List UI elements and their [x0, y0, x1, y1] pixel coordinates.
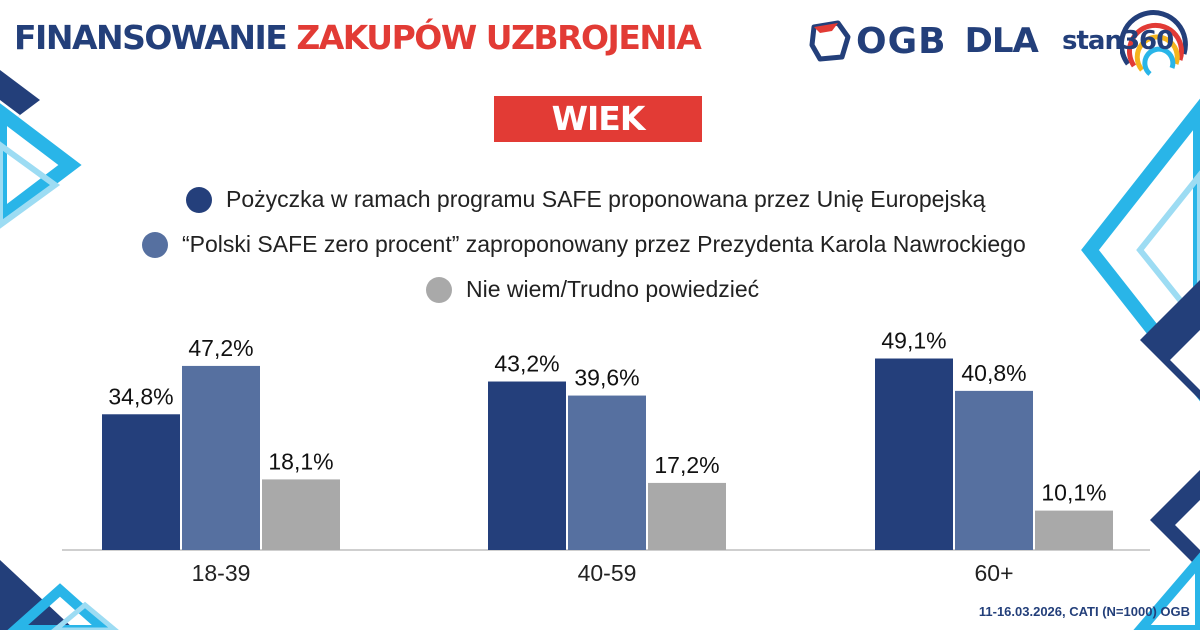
bar-40-59-series-2	[568, 395, 646, 550]
category-label-60+: 60+	[974, 560, 1013, 586]
category-label-18-39: 18-39	[192, 560, 251, 586]
title-part-2: ZAKUPÓW UZBROJENIA	[296, 18, 701, 57]
stan360-logo: stan360	[1062, 4, 1192, 82]
category-label-40-59: 40-59	[578, 560, 637, 586]
bar-18-39-series-3	[262, 479, 340, 550]
data-label-18-39-series-1: 34,8%	[108, 383, 173, 409]
stan360-logo-text: stan360	[1062, 26, 1174, 56]
data-label-18-39-series-2: 47,2%	[188, 335, 253, 361]
bar-18-39-series-2	[182, 365, 260, 550]
bar-60+-series-1	[875, 358, 953, 550]
legend-label-3: Nie wiem/Trudno powiedzieć	[466, 276, 760, 302]
data-label-40-59-series-3: 17,2%	[654, 452, 719, 478]
bar-60+-series-3	[1035, 510, 1113, 550]
shield-icon	[809, 20, 851, 62]
data-label-18-39-series-3: 18,1%	[268, 448, 333, 474]
legend-item-3: Nie wiem/Trudno powiedzieć	[426, 276, 759, 303]
source-note: 11-16.03.2026, CATI (N=1000) OGB	[978, 604, 1190, 619]
chart-title: FINANSOWANIE ZAKUPÓW UZBROJENIA	[14, 18, 814, 57]
legend-dot-1	[186, 186, 212, 213]
subtitle-badge: WIEK	[494, 96, 702, 142]
legend-label-2: “Polski SAFE zero procent” zaproponowany…	[182, 231, 1026, 257]
bar-18-39-series-1	[102, 414, 180, 550]
bar-40-59-series-1	[488, 381, 566, 550]
legend-label-1: Pożyczka w ramach programu SAFE proponow…	[226, 186, 986, 212]
title-part-1: FINANSOWANIE	[14, 18, 288, 57]
data-label-60+-series-3: 10,1%	[1041, 480, 1106, 506]
ogb-logo: OGB DLA	[808, 14, 1039, 68]
legend-dot-2	[142, 231, 168, 258]
bar-60+-series-2	[955, 390, 1033, 550]
dla-text: DLA	[964, 21, 1039, 61]
data-label-60+-series-1: 49,1%	[881, 328, 946, 354]
ogb-logo-text: OGB	[856, 20, 947, 62]
rings-icon	[1120, 10, 1188, 76]
legend-item-1: Pożyczka w ramach programu SAFE proponow…	[186, 186, 985, 213]
data-label-40-59-series-2: 39,6%	[574, 365, 639, 391]
data-label-40-59-series-1: 43,2%	[494, 351, 559, 377]
legend-dot-3	[426, 276, 452, 303]
data-label-60+-series-2: 40,8%	[961, 360, 1026, 386]
legend-item-2: “Polski SAFE zero procent” zaproponowany…	[142, 231, 1026, 258]
bar-40-59-series-3	[648, 482, 726, 550]
